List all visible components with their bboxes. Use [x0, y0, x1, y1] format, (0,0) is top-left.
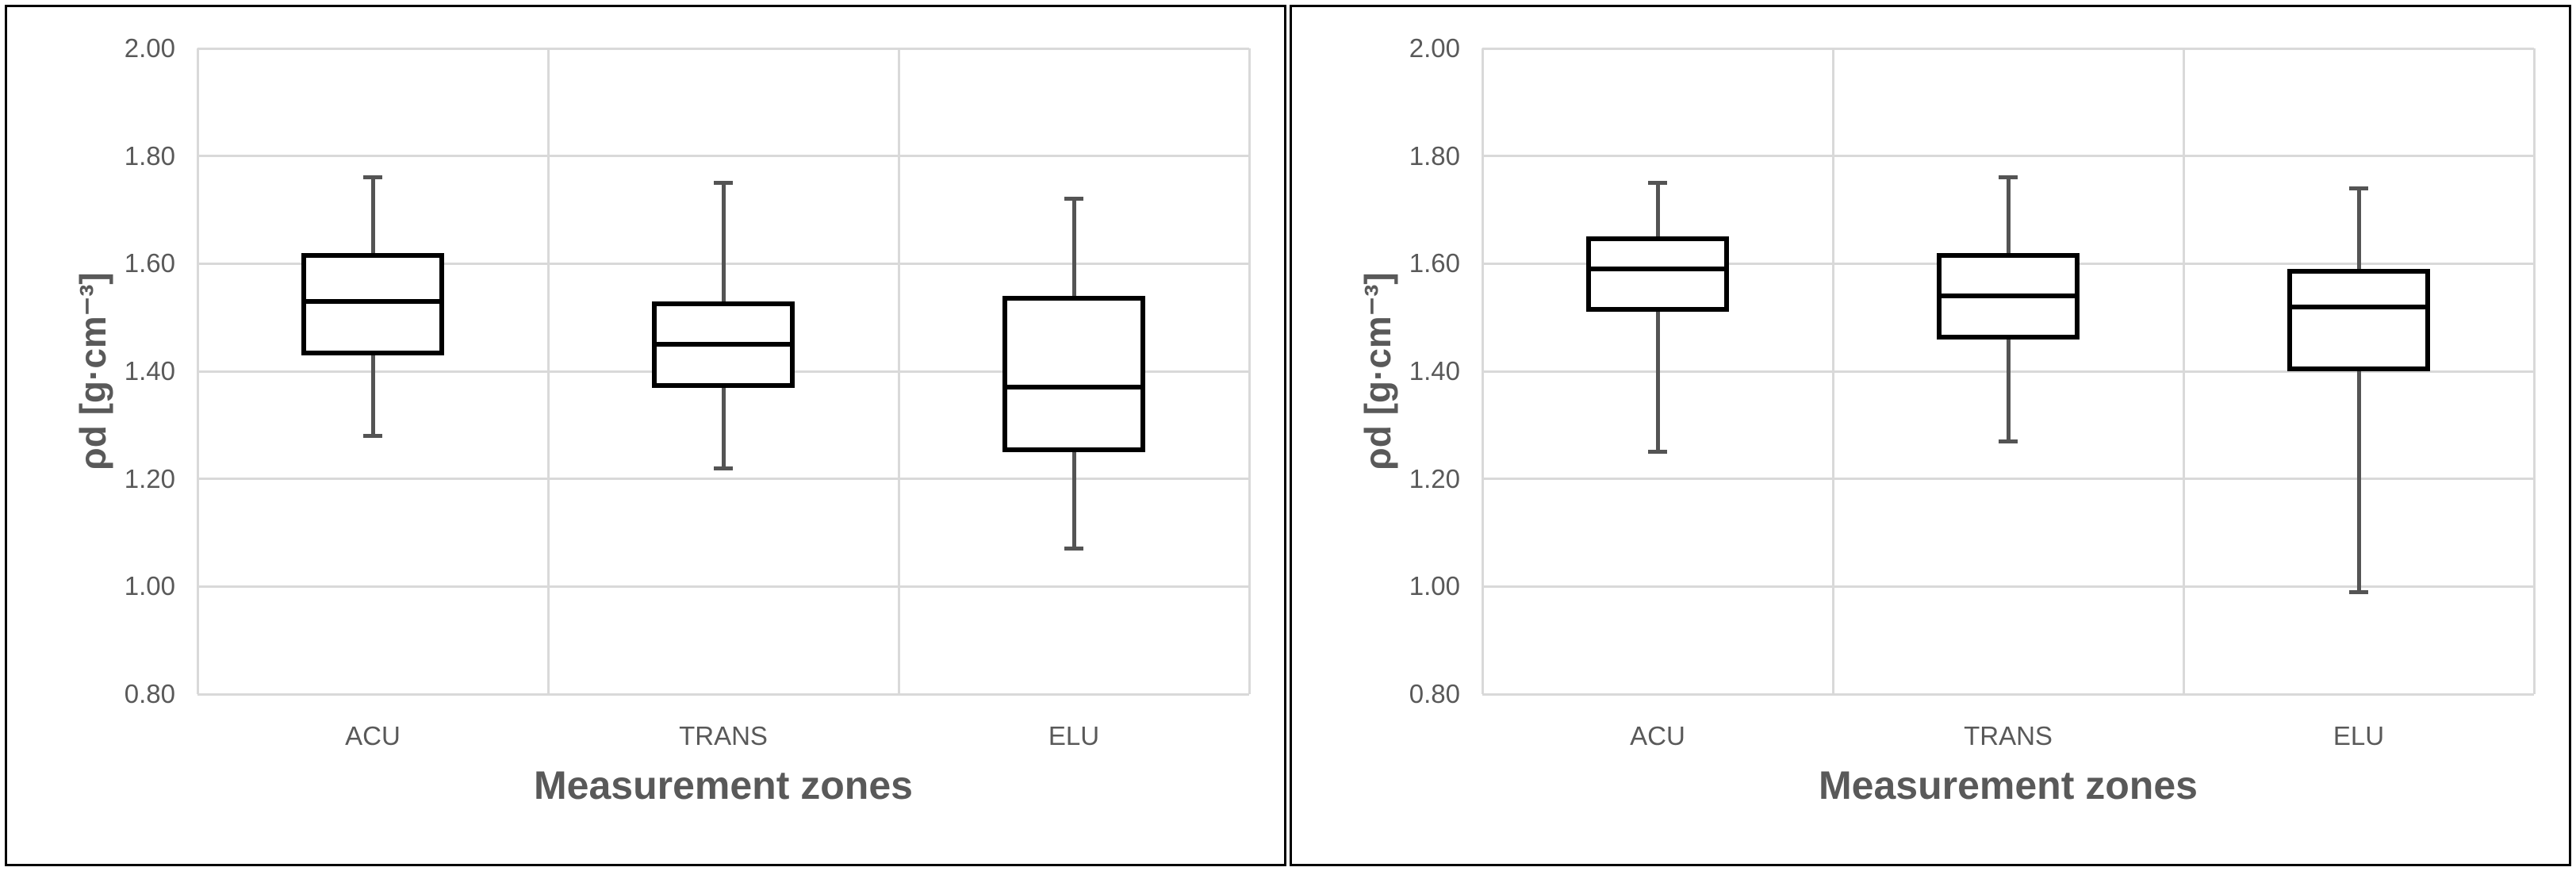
whisker-cap-high-TRANS — [714, 181, 733, 185]
whisker-cap-low-ELU — [1064, 547, 1083, 551]
whisker-high-ACU — [1656, 183, 1660, 237]
chart-panel-right: ρd [g·cm⁻³] Measurement zones 2.00 1.80 1.… — [1290, 5, 2571, 866]
whisker-low-ACU — [371, 355, 375, 436]
box-ELU — [2287, 269, 2430, 371]
whisker-high-ACU — [371, 178, 375, 253]
y-tick-0.80: 0.80 — [124, 679, 175, 708]
y-tick-1.80: 1.80 — [124, 141, 175, 171]
y-tick-2.00: 2.00 — [1409, 33, 1460, 63]
whisker-cap-high-ACU — [363, 175, 382, 179]
h-gridline-2.00 — [1482, 48, 2534, 50]
y-tick-0.80: 0.80 — [1409, 679, 1460, 708]
median-TRANS — [1937, 294, 2080, 298]
y-tick-1.20: 1.20 — [124, 464, 175, 493]
v-gridline-1 — [547, 48, 550, 694]
h-gridline-1.00 — [197, 585, 1249, 588]
category-label-TRANS: TRANS — [679, 721, 768, 750]
whisker-cap-high-TRANS — [1999, 175, 2018, 179]
median-ELU — [1002, 385, 1145, 389]
v-gridline-3 — [2533, 48, 2536, 694]
whisker-cap-high-ACU — [1648, 181, 1667, 185]
v-gridline-2 — [898, 48, 900, 694]
category-label-ACU: ACU — [1630, 721, 1685, 750]
plot-area — [1482, 48, 2536, 696]
h-gridline-1.20 — [197, 478, 1249, 480]
category-label-ELU: ELU — [1048, 721, 1100, 750]
plot-area — [197, 48, 1251, 696]
whisker-low-TRANS — [722, 387, 726, 468]
median-ACU — [301, 299, 444, 304]
v-gridline-2 — [2183, 48, 2185, 694]
v-gridline-1 — [1832, 48, 1834, 694]
x-axis-title: Measurement zones — [1819, 763, 2198, 808]
h-gridline-0.80 — [197, 693, 1249, 696]
chart-panel-left: ρd [g·cm⁻³] Measurement zones 2.00 1.80 1.… — [5, 5, 1286, 866]
box-ELU — [1002, 296, 1145, 452]
h-gridline-2.00 — [197, 48, 1249, 50]
median-TRANS — [652, 342, 795, 347]
whisker-low-ACU — [1656, 312, 1660, 451]
h-gridline-0.80 — [1482, 693, 2534, 696]
whisker-low-TRANS — [2007, 339, 2011, 441]
h-gridline-1.20 — [1482, 478, 2534, 480]
y-tick-1.80: 1.80 — [1409, 141, 1460, 171]
category-label-ACU: ACU — [345, 721, 401, 750]
box-ACU — [301, 253, 444, 355]
whisker-low-ELU — [1072, 452, 1076, 549]
whisker-cap-high-ELU — [2349, 186, 2368, 190]
box-ACU — [1586, 236, 1729, 312]
y-tick-1.00: 1.00 — [1409, 571, 1460, 600]
median-ACU — [1586, 267, 1729, 271]
y-tick-1.60: 1.60 — [124, 248, 175, 278]
x-axis-title: Measurement zones — [534, 763, 913, 808]
whisker-cap-low-TRANS — [1999, 439, 2018, 443]
category-label-TRANS: TRANS — [1964, 721, 2053, 750]
whisker-cap-low-TRANS — [714, 466, 733, 470]
whisker-cap-low-ACU — [363, 434, 382, 438]
y-tick-1.00: 1.00 — [124, 571, 175, 600]
whisker-high-ELU — [2357, 188, 2361, 269]
v-gridline-3 — [1248, 48, 1251, 694]
h-gridline-1.80 — [1482, 155, 2534, 157]
median-ELU — [2287, 305, 2430, 309]
whisker-high-TRANS — [722, 183, 726, 301]
whisker-low-ELU — [2357, 371, 2361, 592]
h-gridline-1.80 — [197, 155, 1249, 157]
y-tick-1.20: 1.20 — [1409, 464, 1460, 493]
whisker-cap-high-ELU — [1064, 197, 1083, 201]
whisker-cap-low-ELU — [2349, 590, 2368, 594]
y-tick-2.00: 2.00 — [124, 33, 175, 63]
y-tick-1.60: 1.60 — [1409, 248, 1460, 278]
whisker-high-TRANS — [2007, 178, 2011, 253]
v-gridline-0 — [1482, 48, 1484, 694]
whisker-cap-low-ACU — [1648, 450, 1667, 454]
y-tick-1.40: 1.40 — [124, 356, 175, 386]
h-gridline-1.00 — [1482, 585, 2534, 588]
v-gridline-0 — [197, 48, 199, 694]
whisker-high-ELU — [1072, 199, 1076, 296]
y-tick-1.40: 1.40 — [1409, 356, 1460, 386]
category-label-ELU: ELU — [2333, 721, 2385, 750]
